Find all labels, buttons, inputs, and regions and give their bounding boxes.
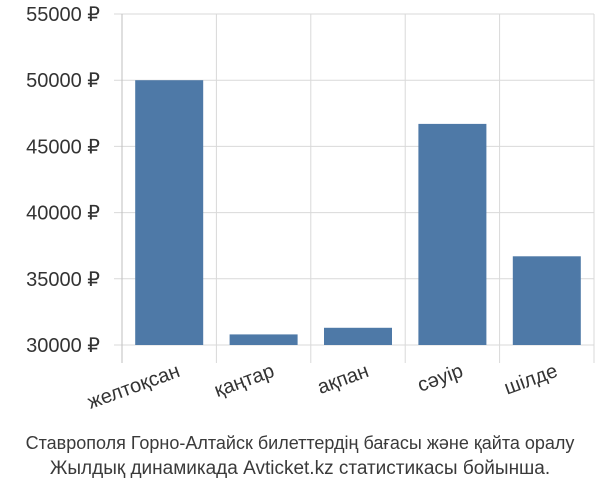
x-tick-label: шілде — [501, 360, 560, 399]
chart-caption-line-2: Жылдық динамикада Avticket.kz статистика… — [49, 458, 551, 479]
y-axis: 30000 ₽ 35000 ₽ 40000 ₽ 45000 ₽ 50000 ₽ 55000… — [26, 4, 123, 363]
x-axis: желтоқсан қаңтар ақпан сәуір шілде — [85, 360, 561, 414]
bar-4 — [512, 256, 581, 345]
price-bar-chart: 30000 ₽ 35000 ₽ 40000 ₽ 45000 ₽ 50000 ₽ 55000… — [26, 4, 595, 414]
x-tick-label: сәуір — [415, 360, 466, 397]
y-tick-label: 40000 ₽ — [26, 203, 100, 225]
bar-1 — [229, 334, 298, 345]
bar-0 — [135, 80, 204, 345]
bars — [135, 80, 581, 345]
y-tick-label: 50000 ₽ — [26, 70, 100, 92]
bar-2 — [324, 327, 392, 345]
x-tick-label: қаңтар — [211, 360, 277, 402]
y-tick-label: 30000 ₽ — [26, 335, 100, 357]
x-tick-label: желтоқсан — [85, 360, 183, 414]
x-tick-label: ақпан — [314, 360, 371, 399]
bar-3 — [418, 123, 487, 345]
y-tick-label: 55000 ₽ — [26, 4, 100, 26]
y-tick-label: 35000 ₽ — [26, 269, 100, 291]
chart-caption-line-1: Ставрополя Горно-Алтайск билеттердің бағ… — [25, 433, 575, 453]
y-tick-label: 45000 ₽ — [26, 136, 100, 158]
